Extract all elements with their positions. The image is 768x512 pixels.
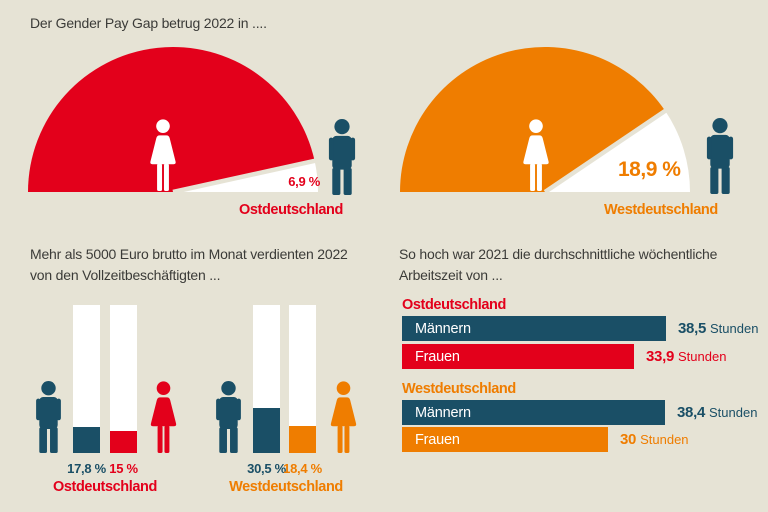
pay-gap-title: Der Gender Pay Gap betrug 2022 in .... — [30, 13, 267, 34]
worktime-west-region-label: Westdeutschland — [402, 381, 516, 397]
gauge-chart-west — [400, 47, 690, 194]
worktime-title: So hoch war 2021 die durchschnittliche w… — [399, 244, 717, 286]
worktime-west-men-value: 38,4 Stunden — [677, 403, 758, 421]
income-bar-east-men — [73, 305, 100, 453]
worktime-bar-west-women-label: Frauen — [415, 431, 460, 448]
worktime-row-east-men: Männern 38,5 Stunden — [402, 316, 758, 341]
female-pictogram-west-gauge — [523, 119, 549, 191]
worktime-title-line2: Arbeitszeit von ... — [399, 267, 503, 283]
worktime-bar-west-men-label: Männern — [415, 404, 471, 421]
worktime-bar-east-women: Frauen — [402, 344, 634, 369]
female-pictogram-income-west — [330, 381, 357, 453]
worktime-bar-east-men-label: Männern — [415, 320, 471, 337]
pay-gap-title-text: Der Gender Pay Gap betrug 2022 in .... — [30, 15, 267, 31]
income-title: Mehr als 5000 Euro brutto im Monat verdi… — [30, 244, 348, 286]
worktime-bar-west-men: Männern — [402, 400, 665, 425]
worktime-bar-east-men: Männern — [402, 316, 666, 341]
worktime-east-men-value: 38,5 Stunden — [678, 319, 759, 337]
worktime-row-east-women: Frauen 33,9 Stunden — [402, 344, 726, 369]
income-east-region-label: Ostdeutschland — [53, 479, 157, 495]
worktime-row-west-women: Frauen 30 Stunden — [402, 427, 689, 452]
male-pictogram-west-gauge — [706, 118, 734, 194]
worktime-east-region-label: Ostdeutschland — [402, 297, 506, 313]
male-pictogram-income-east — [36, 381, 61, 453]
income-west-region-label: Westdeutschland — [229, 479, 343, 495]
worktime-bar-east-women-label: Frauen — [415, 348, 460, 365]
worktime-row-west-men: Männern 38,4 Stunden — [402, 400, 757, 425]
female-pictogram-east-gauge — [150, 119, 176, 191]
income-bar-east-women — [110, 305, 137, 453]
income-bar-west-women — [289, 305, 316, 453]
male-pictogram-east-gauge — [328, 119, 356, 195]
gauge-chart-east — [28, 46, 321, 195]
income-east-men-value: 17,8 % — [67, 461, 106, 476]
worktime-west-women-value: 30 Stunden — [620, 430, 689, 448]
west-gap-value: 18,9 % — [618, 158, 681, 181]
income-east-women-value: 15 % — [109, 461, 138, 476]
male-pictogram-income-west — [216, 381, 241, 453]
income-bar-east-women-fill — [110, 431, 137, 453]
worktime-east-women-value: 33,9 Stunden — [646, 347, 727, 365]
west-gauge-region-label: Westdeutschland — [604, 202, 718, 218]
east-gauge-region-label: Ostdeutschland — [239, 202, 343, 218]
east-gap-value: 6,9 % — [288, 174, 320, 189]
income-bar-east-men-fill — [73, 427, 100, 453]
income-title-line1: Mehr als 5000 Euro brutto im Monat verdi… — [30, 246, 348, 262]
worktime-bar-west-women: Frauen — [402, 427, 608, 452]
income-bar-west-men-fill — [253, 408, 280, 453]
income-title-line2: von den Vollzeitbeschäftigten ... — [30, 267, 221, 283]
female-pictogram-income-east — [150, 381, 177, 453]
income-west-women-value: 18,4 % — [283, 461, 322, 476]
income-west-men-value: 30,5 % — [247, 461, 286, 476]
income-bar-west-women-fill — [289, 426, 316, 453]
worktime-title-line1: So hoch war 2021 die durchschnittliche w… — [399, 246, 718, 262]
income-bar-west-men — [253, 305, 280, 453]
